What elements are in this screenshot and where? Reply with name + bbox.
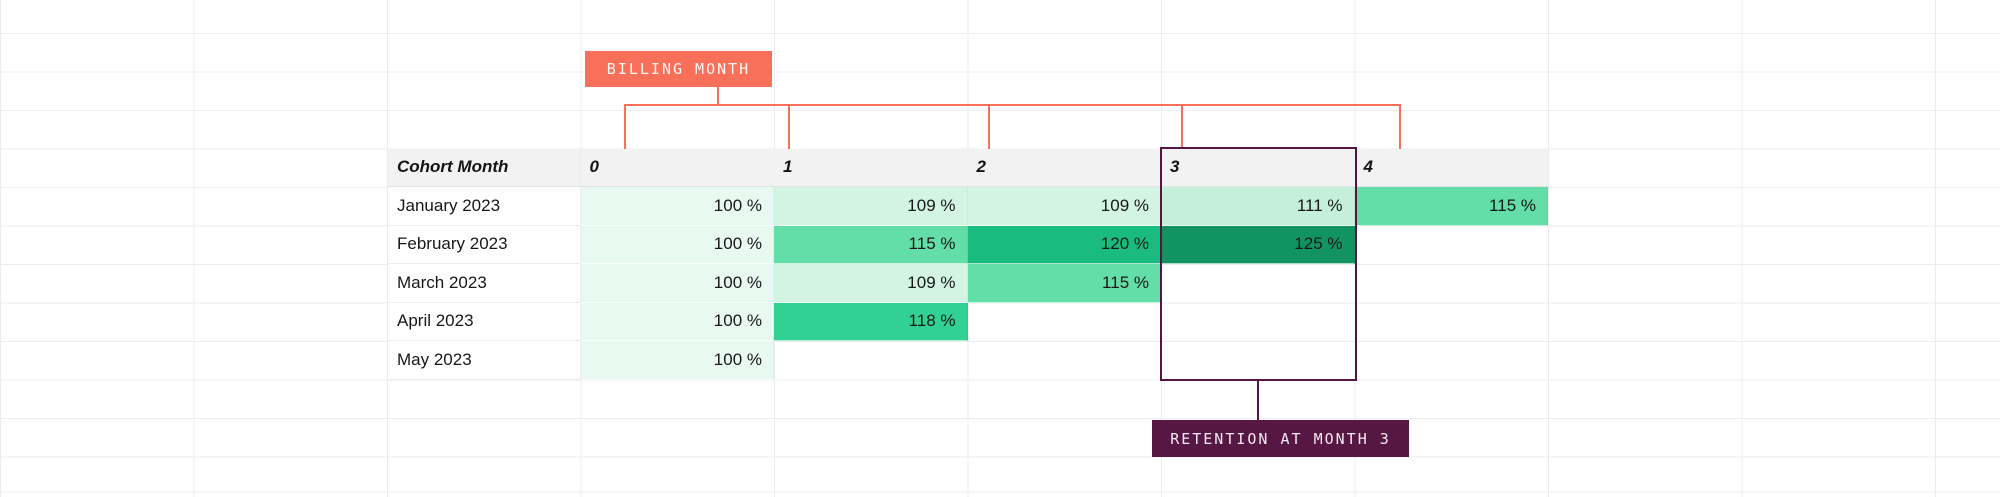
header-month-0[interactable]: 0 xyxy=(580,148,774,187)
cohort-row: April 2023 100 % 118 % xyxy=(387,302,1549,342)
header-month-4[interactable]: 4 xyxy=(1354,148,1548,187)
billing-month-badge-label: BILLING MONTH xyxy=(606,60,751,78)
billing-connector-drop-0 xyxy=(624,104,626,149)
billing-connector-drop-3 xyxy=(1181,104,1183,149)
value-cell[interactable]: 115 % xyxy=(967,264,1161,303)
value-cell[interactable]: 111 % xyxy=(1161,187,1355,226)
cohort-row: January 2023 100 % 109 % 109 % 111 % 115 % xyxy=(387,187,1548,226)
billing-connector-stem xyxy=(717,87,719,105)
value-cell[interactable]: 115 % xyxy=(774,225,968,264)
value-cell[interactable]: 100 % xyxy=(580,302,774,341)
value-cell[interactable] xyxy=(1355,303,1549,342)
value-cell[interactable] xyxy=(1355,226,1549,265)
billing-month-badge: BILLING MONTH xyxy=(585,51,772,87)
row-label[interactable]: January 2023 xyxy=(387,187,581,226)
value-cell[interactable]: 125 % xyxy=(1161,225,1355,264)
value-cell[interactable]: 109 % xyxy=(967,187,1161,226)
billing-connector-drop-4 xyxy=(1399,104,1401,149)
value-cell[interactable] xyxy=(1355,264,1549,303)
value-cell[interactable]: 100 % xyxy=(580,264,774,303)
billing-connector-drop-1 xyxy=(788,104,790,149)
value-cell[interactable]: 109 % xyxy=(774,264,968,303)
row-label[interactable]: February 2023 xyxy=(387,225,581,264)
value-cell[interactable]: 100 % xyxy=(580,341,774,380)
header-cohort-month[interactable]: Cohort Month xyxy=(387,148,581,187)
cohort-row: February 2023 100 % 115 % 120 % 125 % xyxy=(387,225,1549,265)
cohort-table-body: January 2023 100 % 109 % 109 % 111 % 115 % Feb… xyxy=(387,187,1548,380)
retention-badge-label: RETENTION AT MONTH 3 xyxy=(1170,429,1391,448)
row-label[interactable]: March 2023 xyxy=(387,264,581,303)
cohort-table: Cohort Month 0 1 2 3 4 January 2023 100 % 109 %… xyxy=(387,148,1548,380)
value-cell[interactable]: 120 % xyxy=(967,225,1161,264)
row-label[interactable]: May 2023 xyxy=(387,341,581,380)
header-month-3[interactable]: 3 xyxy=(1161,148,1355,187)
billing-connector-drop-2 xyxy=(988,104,990,149)
value-cell[interactable]: 118 % xyxy=(774,302,968,341)
retention-badge: RETENTION AT MONTH 3 xyxy=(1152,420,1409,457)
cohort-row: March 2023 100 % 109 % 115 % xyxy=(387,264,1548,303)
value-cell[interactable]: 100 % xyxy=(580,225,774,264)
header-month-1[interactable]: 1 xyxy=(774,148,968,187)
cohort-table-header: Cohort Month 0 1 2 3 4 xyxy=(387,148,1548,187)
value-cell[interactable] xyxy=(968,303,1162,342)
cohort-row: May 2023 100 % xyxy=(387,341,1548,380)
value-cell[interactable] xyxy=(1355,341,1549,380)
month-3-highlight-box xyxy=(1160,147,1357,381)
retention-connector-stem xyxy=(1257,380,1259,420)
header-month-2[interactable]: 2 xyxy=(967,148,1161,187)
value-cell[interactable]: 109 % xyxy=(774,187,968,226)
row-label[interactable]: April 2023 xyxy=(387,302,581,341)
billing-connector-rail xyxy=(624,104,1400,106)
value-cell[interactable]: 100 % xyxy=(580,187,774,226)
value-cell[interactable] xyxy=(968,341,1162,380)
value-cell[interactable]: 115 % xyxy=(1354,187,1548,226)
value-cell[interactable] xyxy=(774,341,968,380)
